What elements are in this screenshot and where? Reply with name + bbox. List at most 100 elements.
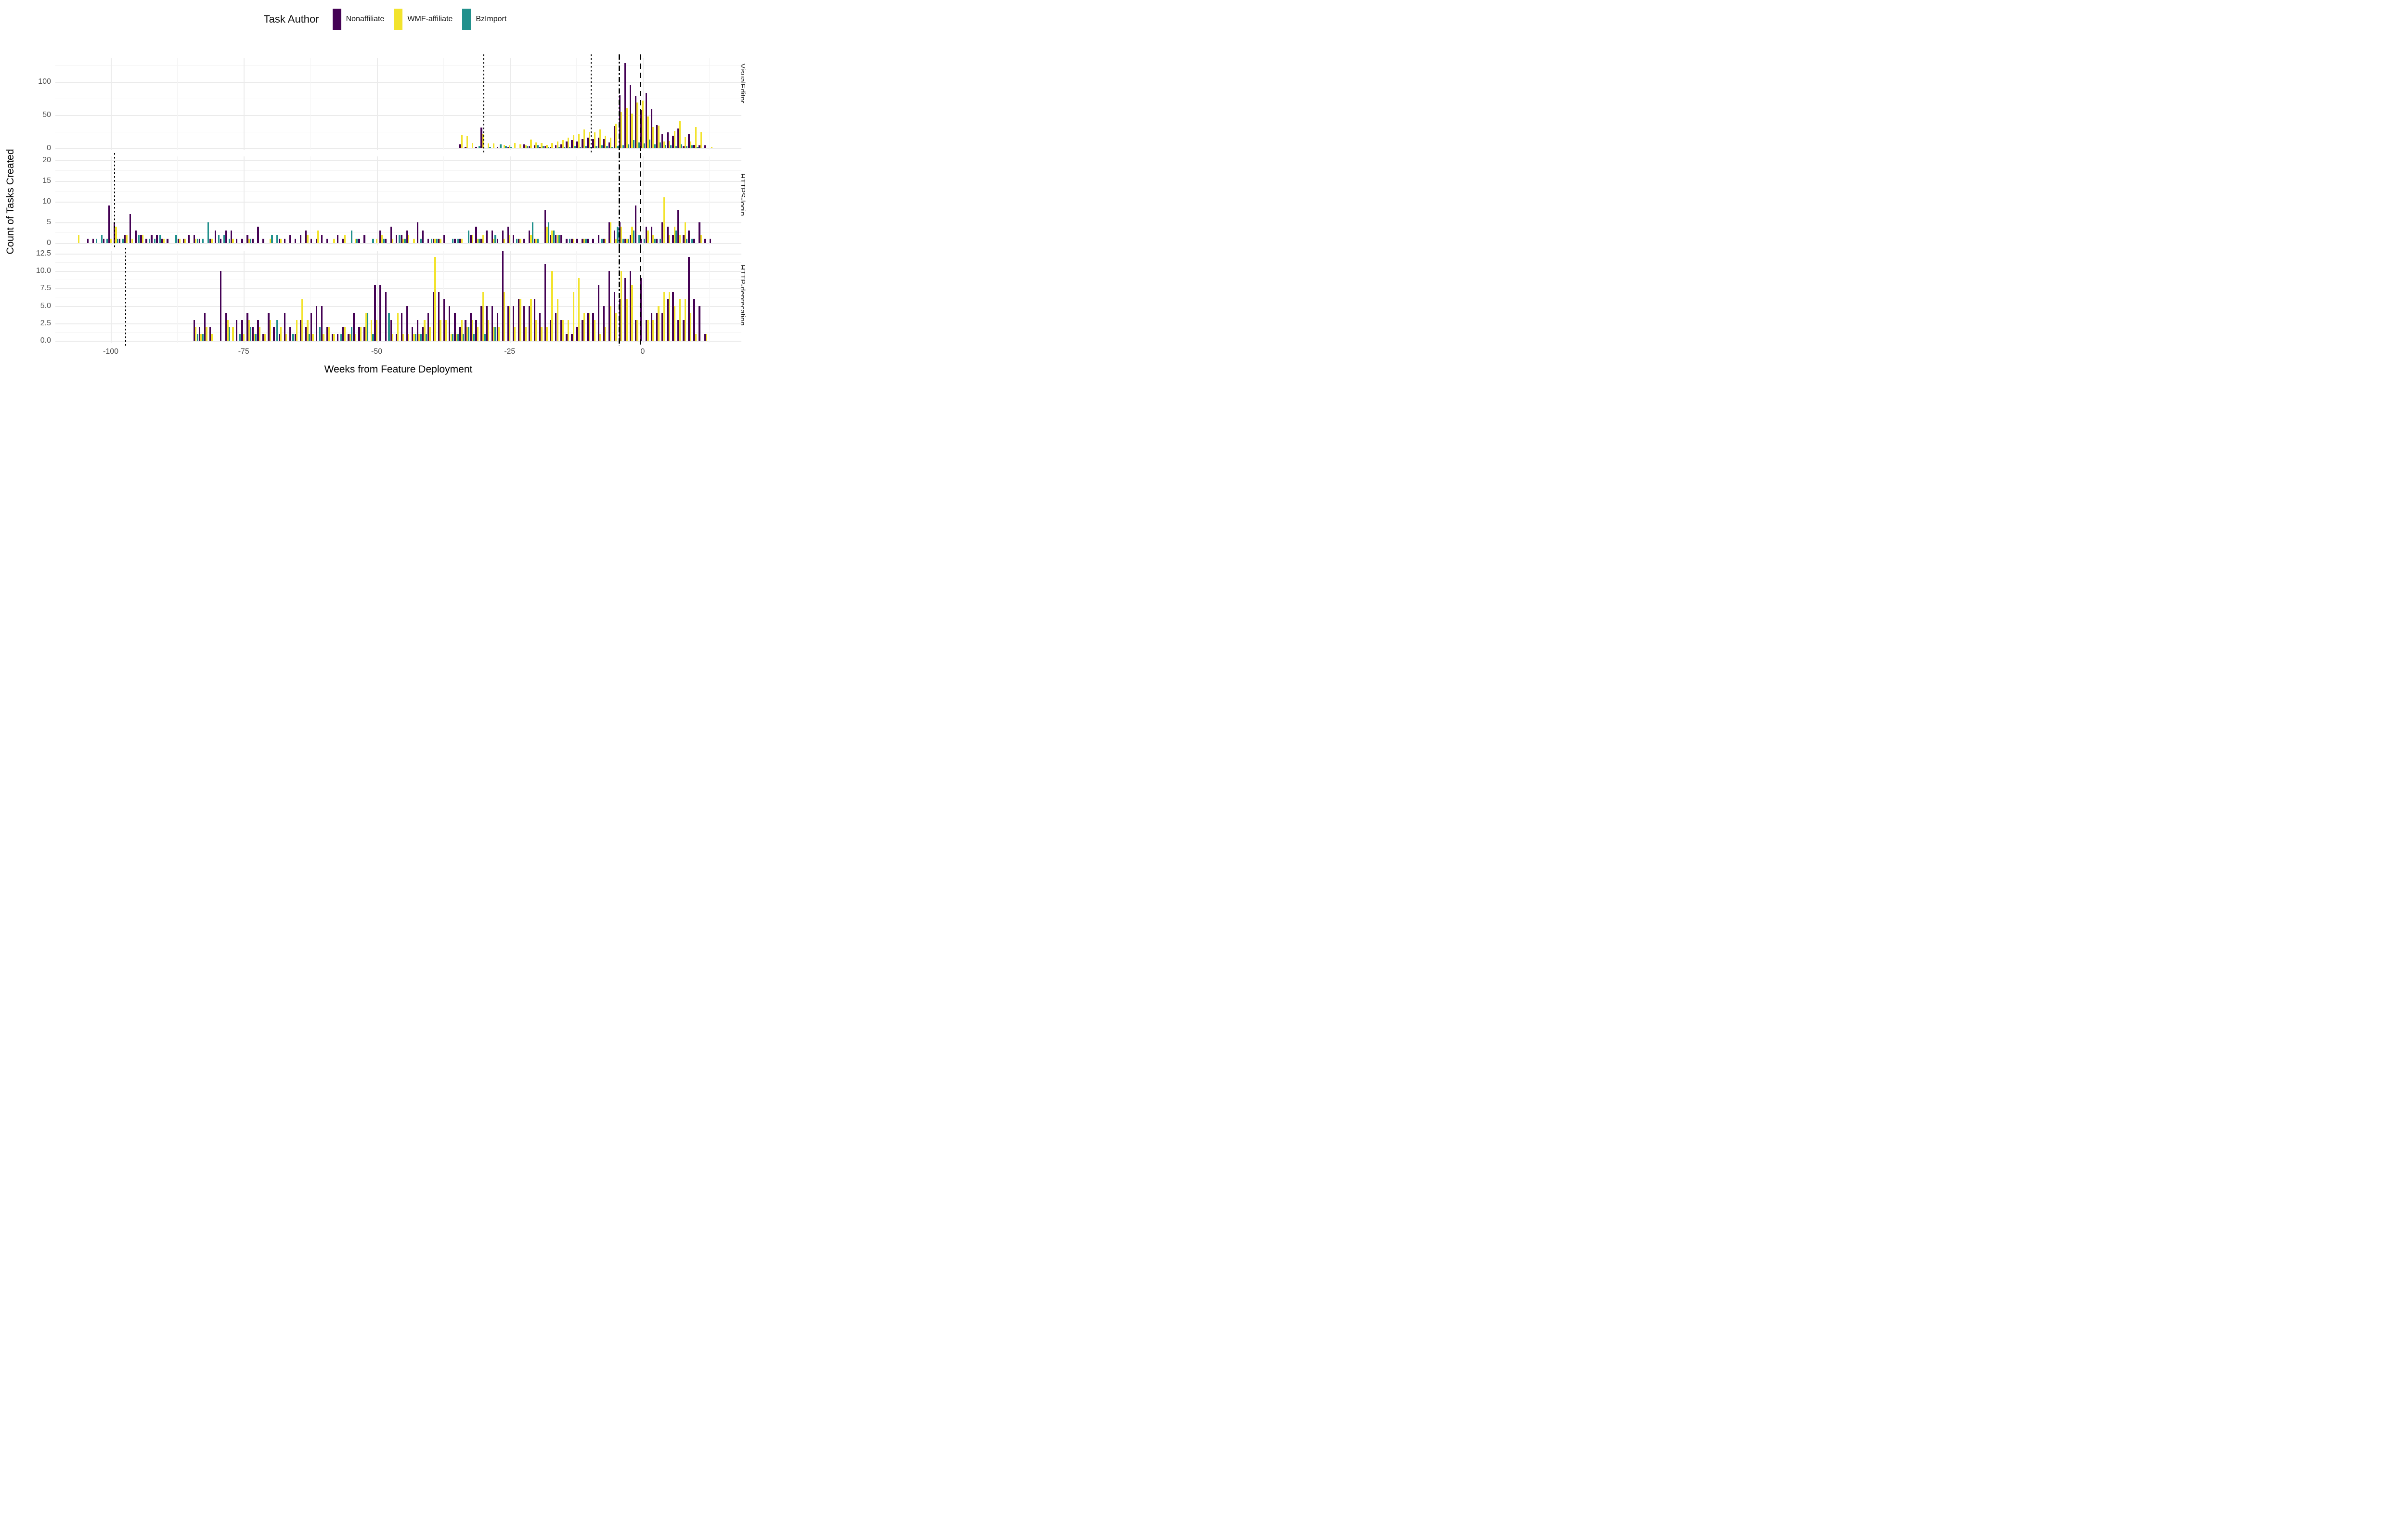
bar-BzImport bbox=[207, 222, 209, 243]
legend-label: WMF-affiliate bbox=[407, 15, 453, 23]
gridline bbox=[111, 251, 112, 343]
bar-Nonaffiliate bbox=[523, 306, 525, 341]
bar-BzImport bbox=[196, 334, 198, 341]
bar-WMF-affiliate bbox=[594, 320, 596, 341]
bar-WMF-affiliate bbox=[142, 234, 143, 243]
gridline bbox=[177, 251, 178, 343]
bar-WMF-affiliate bbox=[365, 313, 367, 341]
bar-Nonaffiliate bbox=[454, 313, 456, 341]
gridline bbox=[177, 156, 178, 245]
bar-BzImport bbox=[537, 145, 539, 148]
bar-WMF-affiliate bbox=[695, 334, 697, 341]
bar-Nonaffiliate bbox=[645, 226, 647, 243]
bar-Nonaffiliate bbox=[438, 239, 440, 243]
bar-WMF-affiliate bbox=[604, 135, 607, 148]
bar-WMF-affiliate bbox=[541, 142, 543, 148]
bar-Nonaffiliate bbox=[571, 140, 573, 148]
bar-WMF-affiliate bbox=[269, 320, 272, 341]
bar-BzImport bbox=[457, 239, 459, 243]
gridline bbox=[55, 201, 741, 203]
bar-WMF-affiliate bbox=[610, 306, 612, 341]
bar-Nonaffiliate bbox=[677, 320, 679, 341]
bar-WMF-affiliate bbox=[684, 222, 686, 243]
vline-dotted bbox=[590, 54, 592, 154]
bar-WMF-affiliate bbox=[525, 327, 527, 341]
bar-WMF-affiliate bbox=[163, 239, 165, 243]
bar-BzImport bbox=[271, 234, 273, 243]
y-tick-label: 15 bbox=[42, 176, 51, 185]
bar-WMF-affiliate bbox=[492, 239, 495, 243]
bar-WMF-affiliate bbox=[232, 327, 234, 341]
bar-BzImport bbox=[106, 239, 108, 243]
bar-BzImport bbox=[654, 239, 656, 243]
legend: Task Author Nonaffiliate WMF-affiliate B… bbox=[0, 9, 770, 30]
bar-WMF-affiliate bbox=[705, 334, 708, 341]
bar-WMF-affiliate bbox=[492, 327, 495, 341]
bar-BzImport bbox=[510, 147, 512, 148]
bar-Nonaffiliate bbox=[310, 313, 312, 341]
bar-Nonaffiliate bbox=[512, 234, 515, 243]
bar-Nonaffiliate bbox=[363, 234, 365, 243]
bar-Nonaffiliate bbox=[683, 320, 685, 341]
bar-BzImport bbox=[489, 147, 491, 148]
bar-BzImport bbox=[228, 327, 231, 341]
bar-Nonaffiliate bbox=[289, 234, 291, 243]
bar-WMF-affiliate bbox=[599, 129, 601, 148]
bar-WMF-affiliate bbox=[301, 299, 303, 341]
bar-BzImport bbox=[580, 147, 582, 148]
bar-Nonaffiliate bbox=[337, 234, 339, 243]
y-tick-label: 0 bbox=[47, 144, 51, 152]
bar-BzImport bbox=[643, 143, 646, 148]
bar-Nonaffiliate bbox=[299, 234, 302, 243]
bar-BzImport bbox=[372, 334, 374, 341]
bar-BzImport bbox=[430, 239, 433, 243]
gridline bbox=[55, 262, 741, 263]
bar-Nonaffiliate bbox=[108, 205, 110, 243]
bar-BzImport bbox=[350, 231, 353, 243]
bar-WMF-affiliate bbox=[344, 234, 346, 243]
bar-BzImport bbox=[202, 239, 204, 243]
gridline bbox=[244, 156, 245, 245]
bar-Nonaffiliate bbox=[645, 93, 647, 148]
bar-WMF-affiliate bbox=[514, 142, 516, 148]
bar-BzImport bbox=[116, 239, 119, 243]
bar-WMF-affiliate bbox=[391, 334, 394, 341]
bar-BzImport bbox=[633, 231, 634, 243]
bar-WMF-affiliate bbox=[668, 234, 670, 243]
bar-BzImport bbox=[505, 146, 507, 148]
bar-Nonaffiliate bbox=[342, 239, 344, 243]
bar-Nonaffiliate bbox=[699, 306, 700, 341]
gridline bbox=[576, 58, 577, 150]
bar-WMF-affiliate bbox=[583, 313, 585, 341]
bar-Nonaffiliate bbox=[533, 145, 536, 148]
bar-Nonaffiliate bbox=[539, 147, 541, 148]
bar-BzImport bbox=[95, 239, 97, 243]
bar-BzImport bbox=[175, 234, 177, 243]
legend-swatch-bzimport bbox=[462, 9, 471, 30]
bar-Nonaffiliate bbox=[465, 147, 466, 148]
bar-WMF-affiliate bbox=[700, 234, 702, 243]
bar-Nonaffiliate bbox=[236, 320, 238, 341]
bar-WMF-affiliate bbox=[679, 299, 681, 341]
bar-Nonaffiliate bbox=[188, 234, 190, 243]
gridline bbox=[310, 58, 311, 150]
bar-Nonaffiliate bbox=[667, 299, 669, 341]
bar-WMF-affiliate bbox=[652, 320, 654, 341]
gridline bbox=[509, 58, 511, 150]
bar-WMF-affiliate bbox=[631, 285, 633, 341]
bar-Nonaffiliate bbox=[555, 145, 557, 148]
y-tick-label: 0 bbox=[47, 239, 51, 247]
bar-Nonaffiliate bbox=[651, 226, 653, 243]
bar-WMF-affiliate bbox=[195, 327, 197, 341]
bar-Nonaffiliate bbox=[693, 299, 695, 341]
bar-Nonaffiliate bbox=[459, 239, 461, 243]
bar-WMF-affiliate bbox=[211, 334, 213, 341]
bar-Nonaffiliate bbox=[273, 327, 275, 341]
bar-WMF-affiliate bbox=[562, 140, 564, 148]
facet-strip-visualeditor: VisualEditor bbox=[738, 64, 746, 103]
x-tick-label: -25 bbox=[504, 347, 516, 356]
bar-Nonaffiliate bbox=[587, 313, 589, 341]
bar-Nonaffiliate bbox=[502, 251, 504, 341]
bar-Nonaffiliate bbox=[390, 320, 392, 341]
bar-WMF-affiliate bbox=[546, 145, 548, 148]
